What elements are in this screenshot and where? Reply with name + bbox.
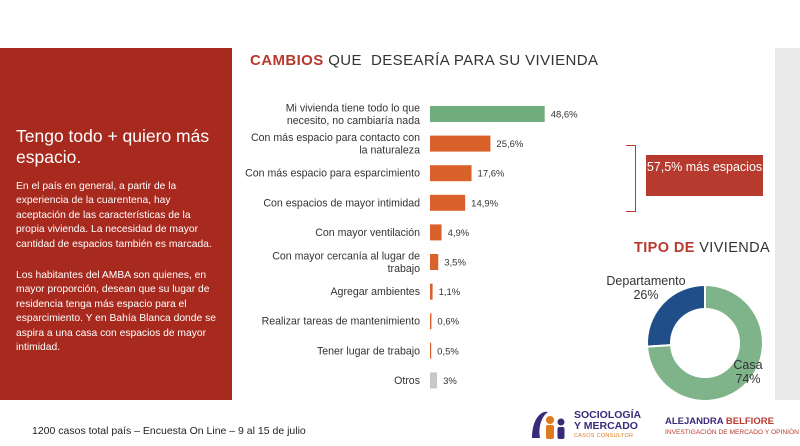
category-label-4: Con mayor ventilación: [315, 227, 420, 239]
bar-3: [430, 194, 466, 211]
sociologia-logo: SOCIOLOGÍA Y MERCADO CASOS CONSULTOR: [528, 404, 658, 444]
belfiore-last: BELFIORE: [725, 416, 774, 427]
donut-chart-title-rest: VIVIENDA: [694, 240, 771, 256]
value-label-2: 17,6%: [478, 169, 505, 180]
value-label-5: 3,5%: [444, 258, 466, 269]
value-label-4: 4,9%: [448, 228, 470, 239]
slice-label-departamento: Departamento 26%: [596, 274, 696, 302]
bar-2: [430, 165, 472, 182]
bar-1: [430, 135, 491, 152]
donut-chart-title-bold: TIPO DE: [634, 240, 695, 256]
value-label-0: 48,6%: [551, 110, 578, 121]
belfiore-logo: ALEJANDRA BELFIORE INVESTIGACIÓN DE MERC…: [665, 416, 799, 436]
footer-note: 1200 casos total país – Encuesta On Line…: [32, 425, 306, 437]
value-label-1: 25,6%: [496, 139, 523, 150]
belfiore-sub: INVESTIGACIÓN DE MERCADO Y OPINIÓN: [665, 429, 799, 436]
panel-paragraph-1: En el país en general, a partir de la ex…: [16, 181, 212, 250]
bar-0: [430, 106, 545, 122]
category-label-2: Con más espacio para esparcimiento: [245, 168, 420, 180]
category-label-8: Tener lugar de trabajo: [317, 345, 420, 357]
slice-label-casa: Casa 74%: [718, 358, 778, 386]
bar-4: [430, 224, 442, 241]
bar-chart-title-rest: QUE DESEARÍA PARA SU VIVIENDA: [323, 52, 599, 69]
sociologia-sub: CASOS CONSULTOR: [574, 433, 634, 439]
right-strip: [775, 48, 800, 400]
donut-slice-1: [646, 283, 764, 402]
bar-chart-title: CAMBIOS QUE DESEARÍA PARA SU VIVIENDA: [250, 52, 598, 69]
callout-box: 57,5% más espacios: [646, 155, 763, 196]
category-label-9: Otros: [394, 375, 420, 387]
bar-6: [430, 283, 433, 300]
bar-7: [430, 313, 432, 330]
value-label-7: 0,6%: [437, 317, 459, 328]
left-panel: Tengo todo + quiero más espacio. En el p…: [0, 48, 232, 400]
belfiore-name: ALEJANDRA BELFIORE: [665, 416, 799, 427]
bar-9: [430, 372, 438, 389]
belfiore-first: ALEJANDRA: [665, 416, 724, 427]
panel-heading: Tengo todo + quiero más espacio.: [16, 126, 210, 167]
callout-bracket: [626, 145, 636, 212]
category-label-1: Con más espacio para contacto con la natu…: [251, 132, 420, 157]
sociologia-line-1: SOCIOLOGÍA: [574, 409, 642, 421]
bar-chart-title-bold: CAMBIOS: [250, 52, 324, 69]
bar-8: [430, 342, 432, 359]
slice-name-casa: Casa: [733, 358, 763, 372]
value-label-3: 14,9%: [471, 198, 498, 209]
category-label-0: Mi vivienda tiene todo lo que necesito, n…: [286, 102, 420, 127]
category-label-5: Con mayor cercanía al lugar de trabajo: [272, 250, 420, 275]
slice-value-casa: 74%: [735, 372, 761, 386]
value-label-9: 3%: [443, 376, 457, 387]
panel-paragraph-2: Los habitantes del AMBA son quienes, en …: [16, 270, 216, 354]
value-label-8: 0,5%: [437, 346, 459, 357]
category-label-3: Con espacios de mayor intimidad: [263, 197, 420, 209]
value-label-6: 1,1%: [439, 287, 461, 298]
donut-chart: [646, 283, 764, 402]
sociologia-logo-text: SOCIOLOGÍA Y MERCADO: [574, 410, 641, 432]
category-label-7: Realizar tareas de mantenimiento: [262, 316, 421, 328]
bar-5: [430, 254, 439, 270]
category-label-6: Agregar ambientes: [330, 286, 420, 298]
sociologia-line-2: Y MERCADO: [574, 420, 638, 432]
donut-chart-title: TIPO DE VIVIENDA: [634, 240, 770, 256]
slice-name-departamento: Departamento: [606, 274, 686, 288]
slice-value-departamento: 26%: [633, 288, 659, 302]
sociologia-logo-mark-icon: [532, 411, 565, 439]
